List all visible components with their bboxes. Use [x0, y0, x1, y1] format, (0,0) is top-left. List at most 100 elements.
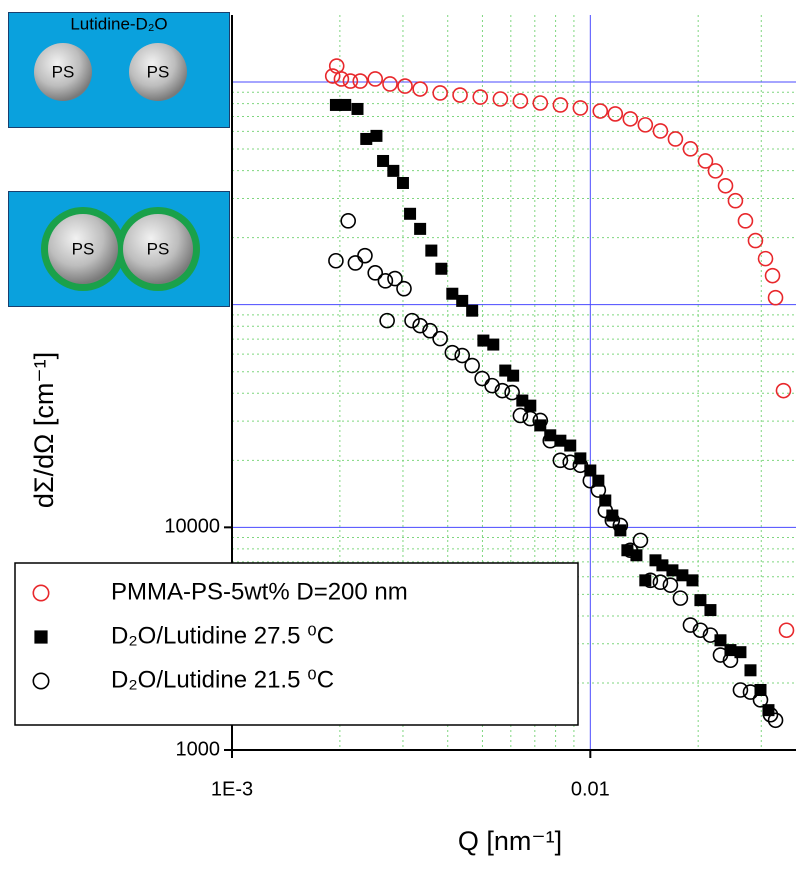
- point: [562, 454, 579, 471]
- point: [524, 399, 537, 412]
- particle-label: PS: [52, 62, 75, 81]
- point: [412, 317, 428, 334]
- point: [642, 572, 659, 589]
- point: [382, 76, 398, 92]
- legend-marker: [32, 672, 50, 690]
- point: [564, 439, 577, 452]
- point: [775, 382, 792, 399]
- point: [607, 106, 624, 122]
- point: [682, 141, 699, 157]
- point: [432, 330, 448, 347]
- point: [432, 85, 448, 101]
- point: [324, 68, 341, 84]
- point: [682, 617, 699, 633]
- point: [662, 577, 679, 593]
- point: [692, 622, 709, 639]
- point: [712, 647, 729, 663]
- point: [396, 176, 409, 189]
- point: [446, 287, 459, 300]
- particle: [48, 214, 118, 284]
- point: [494, 382, 511, 399]
- point: [702, 627, 719, 643]
- point: [484, 377, 500, 394]
- point: [727, 192, 744, 209]
- point: [360, 132, 373, 145]
- point: [592, 103, 609, 119]
- point: [512, 93, 529, 109]
- point: [414, 222, 427, 235]
- point: [464, 357, 480, 374]
- legend: PMMA-PS-5wt% D=200 nm D₂O/Lutidine 27.5 ⁰…: [14, 562, 579, 726]
- point: [652, 123, 669, 139]
- x-tick-label: 0.01: [571, 778, 610, 800]
- point: [466, 304, 479, 317]
- point: [377, 154, 390, 167]
- particle-label: PS: [147, 62, 170, 81]
- point: [632, 532, 649, 549]
- point: [333, 71, 350, 87]
- point: [606, 509, 619, 522]
- point: [552, 97, 569, 113]
- point: [347, 255, 364, 271]
- legend-label: D₂O/Lutidine 27.5 ⁰C: [111, 622, 334, 649]
- point: [704, 604, 717, 617]
- point: [367, 71, 384, 87]
- point: [340, 213, 356, 229]
- point: [342, 73, 359, 89]
- point: [454, 347, 471, 364]
- point: [328, 252, 344, 269]
- point: [339, 98, 352, 111]
- x-axis-label: Q [nm⁻¹]: [458, 826, 562, 856]
- point: [666, 564, 679, 577]
- point: [637, 117, 654, 133]
- inset-label: Lutidine-D₂O: [70, 14, 167, 33]
- point: [717, 177, 734, 194]
- point: [370, 129, 383, 142]
- point: [694, 594, 707, 607]
- point: [767, 712, 784, 729]
- point: [622, 542, 639, 559]
- point: [630, 549, 643, 562]
- legend-marker: [34, 630, 48, 644]
- legend-box: [14, 562, 579, 726]
- point: [572, 100, 589, 116]
- point: [582, 472, 599, 489]
- point: [667, 131, 684, 147]
- point: [492, 91, 509, 107]
- point: [734, 646, 747, 659]
- point: [542, 432, 559, 449]
- point: [387, 164, 400, 177]
- inset-dispersed: Lutidine-D₂O PS PS: [8, 12, 230, 128]
- point: [686, 574, 699, 587]
- point: [747, 232, 764, 249]
- point: [477, 334, 490, 347]
- point: [639, 574, 652, 587]
- point: [534, 419, 547, 432]
- point: [397, 78, 413, 94]
- point: [652, 574, 669, 591]
- point: [622, 111, 639, 127]
- point: [456, 294, 469, 307]
- particle-label: PS: [72, 239, 95, 258]
- point: [614, 524, 627, 537]
- point: [752, 692, 769, 708]
- point: [396, 280, 412, 297]
- point: [757, 250, 774, 267]
- point: [552, 452, 569, 469]
- point: [742, 684, 759, 700]
- y-tick-label: 10000: [164, 516, 220, 538]
- point: [507, 369, 520, 382]
- point: [590, 482, 607, 498]
- legend-marker: [32, 584, 50, 602]
- point: [357, 247, 373, 264]
- point: [504, 384, 520, 401]
- point: [367, 265, 384, 281]
- point: [379, 312, 395, 329]
- point: [474, 370, 490, 387]
- inset-aggregated: PS PS: [8, 191, 230, 307]
- y-axis-label: dΣ/dΩ [cm⁻¹]: [29, 352, 59, 508]
- point: [352, 73, 369, 89]
- point: [532, 412, 549, 429]
